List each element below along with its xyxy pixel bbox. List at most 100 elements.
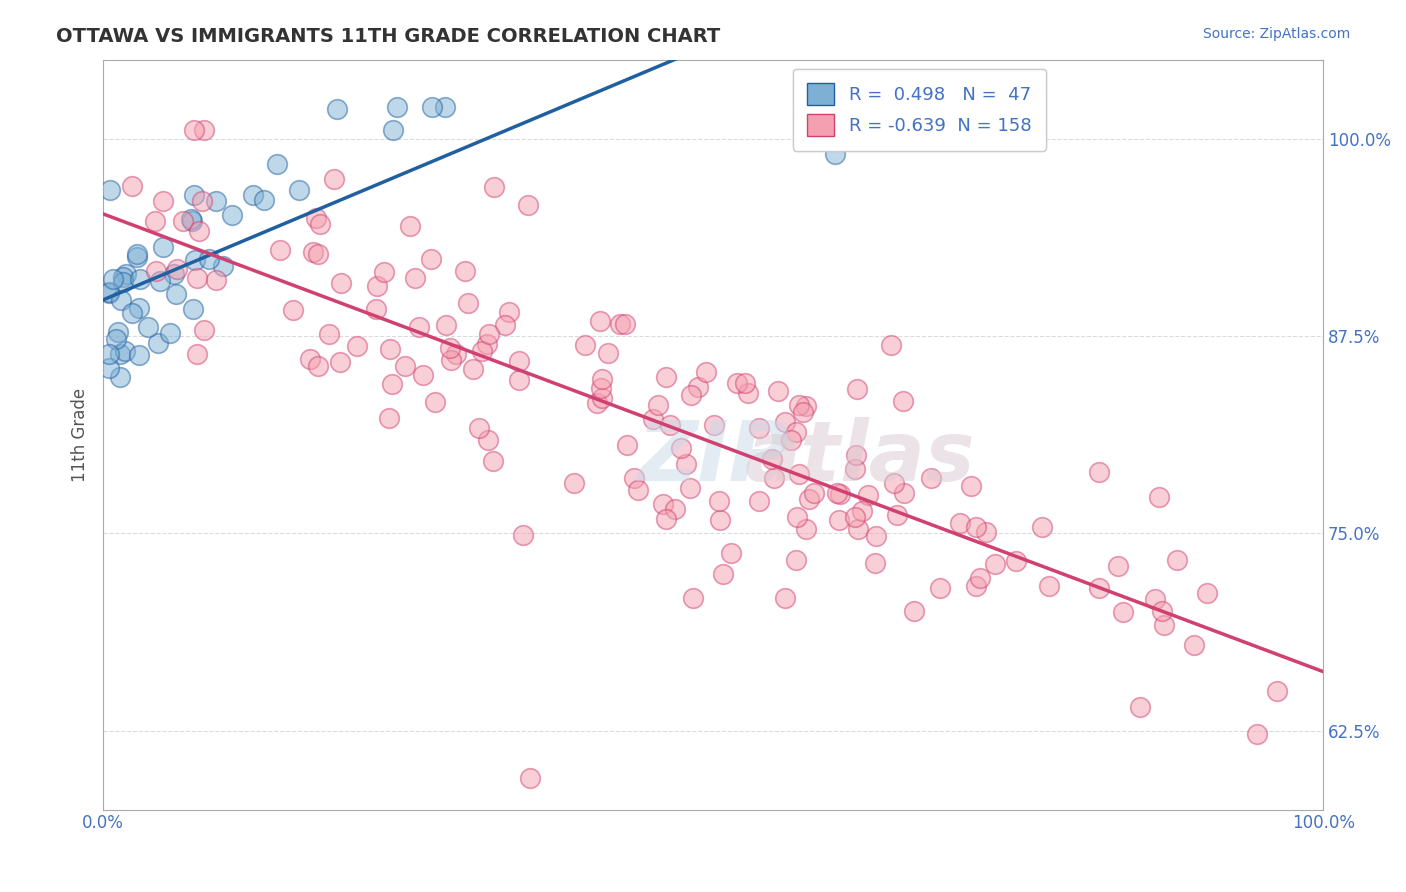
Point	[181, 301, 204, 316]
Point	[423, 394, 446, 409]
Point	[152, 194, 174, 208]
Point	[266, 157, 288, 171]
Point	[434, 100, 457, 114]
Point	[785, 552, 807, 566]
Point	[681, 387, 703, 401]
Point	[688, 380, 710, 394]
Point	[298, 352, 321, 367]
Point	[609, 317, 631, 331]
Point	[162, 267, 184, 281]
Point	[180, 211, 202, 226]
Point	[785, 425, 807, 440]
Point	[419, 252, 441, 267]
Point	[482, 454, 505, 468]
Point	[98, 347, 121, 361]
Point	[828, 513, 851, 527]
Point	[848, 523, 870, 537]
Y-axis label: 11th Grade: 11th Grade	[72, 387, 89, 482]
Point	[1182, 638, 1205, 652]
Point	[844, 461, 866, 475]
Point	[586, 395, 609, 409]
Point	[519, 771, 541, 785]
Point	[616, 438, 638, 452]
Point	[851, 504, 873, 518]
Point	[1246, 727, 1268, 741]
Point	[614, 317, 637, 331]
Point	[98, 360, 121, 375]
Point	[669, 441, 692, 455]
Point	[761, 452, 783, 467]
Point	[183, 188, 205, 202]
Point	[329, 276, 352, 290]
Point	[965, 520, 987, 534]
Point	[205, 273, 228, 287]
Point	[830, 487, 852, 501]
Point	[969, 571, 991, 585]
Point	[242, 187, 264, 202]
Point	[326, 102, 349, 116]
Point	[114, 344, 136, 359]
Point	[457, 296, 479, 310]
Point	[1195, 585, 1218, 599]
Point	[682, 591, 704, 605]
Point	[408, 319, 430, 334]
Point	[1031, 520, 1053, 534]
Point	[844, 509, 866, 524]
Point	[891, 394, 914, 409]
Point	[186, 347, 208, 361]
Point	[98, 285, 121, 300]
Point	[703, 418, 725, 433]
Point	[707, 493, 730, 508]
Point	[193, 323, 215, 337]
Point	[591, 372, 613, 386]
Point	[659, 418, 682, 433]
Point	[172, 214, 194, 228]
Point	[385, 100, 408, 114]
Point	[1107, 558, 1129, 573]
Point	[508, 373, 530, 387]
Point	[475, 336, 498, 351]
Point	[125, 251, 148, 265]
Point	[394, 359, 416, 374]
Point	[165, 286, 187, 301]
Point	[186, 270, 208, 285]
Point	[1088, 465, 1111, 479]
Legend: R =  0.498   N =  47, R = -0.639  N = 158: R = 0.498 N = 47, R = -0.639 N = 158	[793, 69, 1046, 151]
Point	[825, 485, 848, 500]
Point	[382, 122, 405, 136]
Point	[329, 355, 352, 369]
Point	[623, 471, 645, 485]
Point	[711, 566, 734, 581]
Text: atlas: atlas	[744, 417, 974, 498]
Point	[647, 398, 669, 412]
Point	[824, 147, 846, 161]
Point	[477, 433, 499, 447]
Point	[159, 326, 181, 340]
Point	[121, 178, 143, 193]
Point	[434, 318, 457, 333]
Point	[1129, 700, 1152, 714]
Text: ZIP: ZIP	[637, 417, 789, 498]
Point	[110, 293, 132, 307]
Point	[302, 245, 325, 260]
Point	[143, 213, 166, 227]
Point	[1149, 491, 1171, 505]
Point	[591, 381, 613, 395]
Point	[928, 582, 950, 596]
Point	[111, 269, 134, 284]
Point	[517, 198, 540, 212]
Point	[198, 252, 221, 266]
Point	[305, 211, 328, 226]
Point	[775, 415, 797, 429]
Point	[720, 546, 742, 560]
Point	[366, 279, 388, 293]
Point	[183, 122, 205, 136]
Point	[786, 510, 808, 524]
Point	[184, 253, 207, 268]
Point	[399, 219, 422, 233]
Point	[98, 285, 121, 299]
Point	[498, 305, 520, 319]
Point	[318, 326, 340, 341]
Point	[269, 243, 291, 257]
Point	[780, 433, 803, 447]
